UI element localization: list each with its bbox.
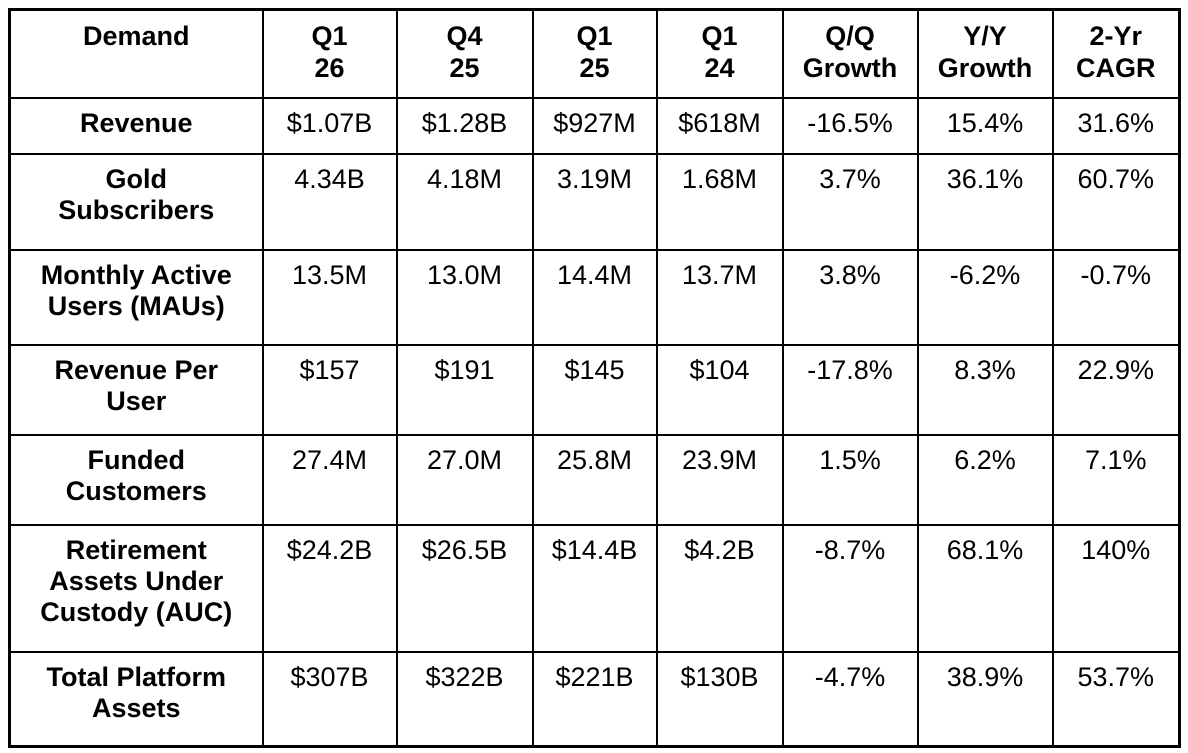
table-cell: 68.1% [916, 523, 1054, 653]
table-cell: 13.0M [395, 248, 534, 346]
table-row-maus: Monthly Active Users (MAUs) 13.5M 13.0M … [8, 248, 1181, 346]
table-cell: $26.5B [395, 523, 534, 653]
demand-metrics-table: Demand Q1 26 Q4 25 Q1 25 Q1 24 Q/Q Growt… [8, 8, 1181, 748]
table-cell: $191 [395, 343, 534, 436]
table-cell: $221B [531, 650, 658, 748]
table-cell: 15.4% [916, 96, 1054, 155]
row-label-revenue: Revenue [8, 96, 264, 155]
table-cell: 8.3% [916, 343, 1054, 436]
table-cell: -6.2% [916, 248, 1054, 346]
table-row-retirement-auc: Retirement Assets Under Custody (AUC) $2… [8, 523, 1181, 653]
table-cell: $4.2B [655, 523, 784, 653]
table-cell: 4.34B [261, 152, 398, 251]
table-cell: $1.07B [261, 96, 398, 155]
table-cell: 36.1% [916, 152, 1054, 251]
table-cell: 3.19M [531, 152, 658, 251]
table-cell: $322B [395, 650, 534, 748]
table-cell: -8.7% [781, 523, 919, 653]
table-row-gold-subscribers: Gold Subscribers 4.34B 4.18M 3.19M 1.68M… [8, 152, 1181, 251]
metrics-table-container: Demand Q1 26 Q4 25 Q1 25 Q1 24 Q/Q Growt… [8, 8, 1181, 748]
header-qq-growth: Q/Q Growth [781, 8, 919, 99]
table-cell: $104 [655, 343, 784, 436]
table-cell: $24.2B [261, 523, 398, 653]
header-demand: Demand [8, 8, 264, 99]
table-cell: $618M [655, 96, 784, 155]
table-cell: 6.2% [916, 433, 1054, 526]
table-cell: 4.18M [395, 152, 534, 251]
table-cell: 27.4M [261, 433, 398, 526]
header-q4-25: Q4 25 [395, 8, 534, 99]
table-cell: 53.7% [1051, 650, 1181, 748]
table-cell: 25.8M [531, 433, 658, 526]
table-row-revenue: Revenue $1.07B $1.28B $927M $618M -16.5%… [8, 96, 1181, 155]
table-cell: 27.0M [395, 433, 534, 526]
row-label-total-platform-assets: Total Platform Assets [8, 650, 264, 748]
table-row-total-platform-assets: Total Platform Assets $307B $322B $221B … [8, 650, 1181, 748]
table-row-funded-customers: Funded Customers 27.4M 27.0M 25.8M 23.9M… [8, 433, 1181, 526]
table-cell: 23.9M [655, 433, 784, 526]
table-cell: $145 [531, 343, 658, 436]
table-cell: $927M [531, 96, 658, 155]
header-yy-growth: Y/Y Growth [916, 8, 1054, 99]
table-cell: -4.7% [781, 650, 919, 748]
row-label-funded-customers: Funded Customers [8, 433, 264, 526]
row-label-retirement-auc: Retirement Assets Under Custody (AUC) [8, 523, 264, 653]
header-q1-26: Q1 26 [261, 8, 398, 99]
table-cell: 1.5% [781, 433, 919, 526]
table-cell: 3.7% [781, 152, 919, 251]
table-cell: 22.9% [1051, 343, 1181, 436]
table-cell: $1.28B [395, 96, 534, 155]
table-cell: -0.7% [1051, 248, 1181, 346]
table-cell: 60.7% [1051, 152, 1181, 251]
header-2yr-cagr: 2-Yr CAGR [1051, 8, 1181, 99]
row-label-gold-subscribers: Gold Subscribers [8, 152, 264, 251]
table-row-revenue-per-user: Revenue Per User $157 $191 $145 $104 -17… [8, 343, 1181, 436]
table-cell: $157 [261, 343, 398, 436]
table-cell: 14.4M [531, 248, 658, 346]
table-cell: $130B [655, 650, 784, 748]
row-label-maus: Monthly Active Users (MAUs) [8, 248, 264, 346]
table-cell: 13.7M [655, 248, 784, 346]
table-cell: 1.68M [655, 152, 784, 251]
header-q1-25: Q1 25 [531, 8, 658, 99]
table-cell: 140% [1051, 523, 1181, 653]
table-cell: 31.6% [1051, 96, 1181, 155]
header-q1-24: Q1 24 [655, 8, 784, 99]
table-cell: 13.5M [261, 248, 398, 346]
table-cell: 3.8% [781, 248, 919, 346]
table-cell: -16.5% [781, 96, 919, 155]
table-cell: -17.8% [781, 343, 919, 436]
row-label-revenue-per-user: Revenue Per User [8, 343, 264, 436]
table-cell: 7.1% [1051, 433, 1181, 526]
table-cell: $307B [261, 650, 398, 748]
table-cell: $14.4B [531, 523, 658, 653]
table-cell: 38.9% [916, 650, 1054, 748]
header-row: Demand Q1 26 Q4 25 Q1 25 Q1 24 Q/Q Growt… [8, 8, 1181, 99]
